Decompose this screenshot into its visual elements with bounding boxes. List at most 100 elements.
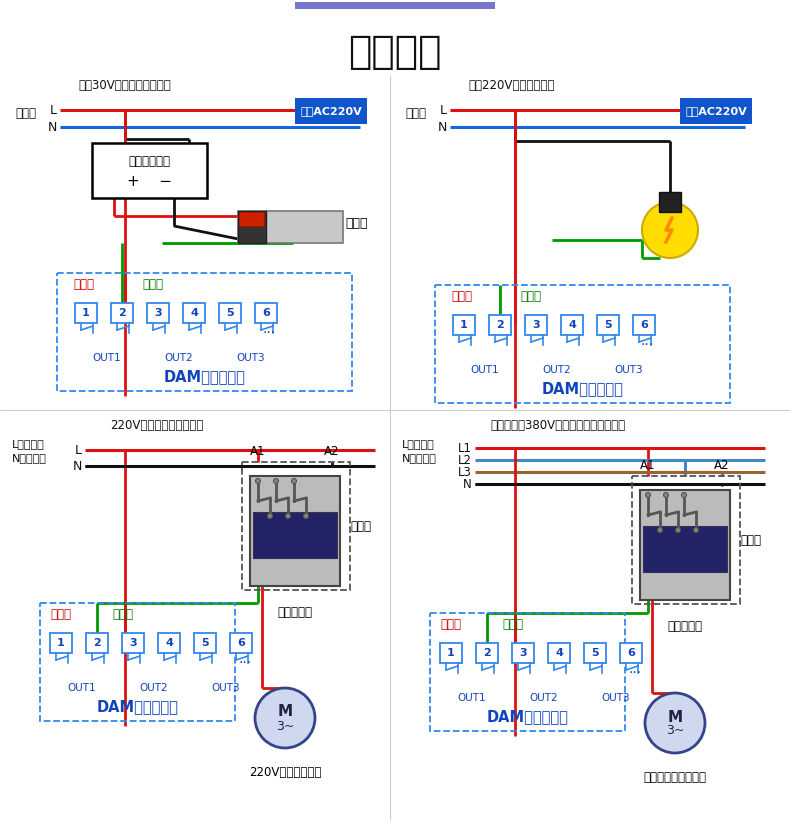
Bar	[253, 512, 337, 558]
Bar	[525, 315, 547, 335]
Bar	[40, 603, 235, 721]
Text: DAM数采控制器: DAM数采控制器	[164, 370, 246, 384]
Circle shape	[642, 202, 698, 258]
Text: OUT3: OUT3	[615, 365, 643, 375]
Bar	[242, 462, 350, 590]
Bar	[230, 633, 252, 653]
Text: 3: 3	[519, 648, 527, 658]
Text: 3~: 3~	[666, 724, 684, 737]
Text: OUT1: OUT1	[68, 683, 96, 693]
Text: L3: L3	[458, 466, 472, 478]
Bar	[219, 303, 241, 323]
Bar	[122, 633, 144, 653]
Text: 6: 6	[262, 308, 270, 318]
Text: 5: 5	[201, 638, 209, 648]
Text: 4: 4	[165, 638, 173, 648]
Text: OUT2: OUT2	[140, 683, 168, 693]
Bar	[659, 192, 681, 212]
Text: N代表零线: N代表零线	[402, 453, 437, 463]
Text: L: L	[440, 104, 447, 117]
Bar	[453, 315, 475, 335]
Text: 常开端: 常开端	[520, 290, 541, 303]
Text: 2: 2	[496, 320, 504, 330]
Text: 5: 5	[226, 308, 234, 318]
Text: OUT1: OUT1	[471, 365, 499, 375]
Text: DAM数采控制器: DAM数采控制器	[487, 709, 569, 724]
Text: 常开端: 常开端	[112, 607, 133, 621]
Text: M: M	[668, 709, 683, 724]
Bar	[584, 643, 606, 663]
Bar	[633, 315, 655, 335]
Bar	[561, 315, 583, 335]
Circle shape	[303, 514, 309, 518]
Text: L代表火线: L代表火线	[402, 439, 435, 449]
Text: 1: 1	[447, 648, 455, 658]
Text: M: M	[277, 704, 292, 719]
Text: 4: 4	[555, 648, 563, 658]
Text: A2: A2	[714, 459, 730, 472]
Text: 公共端: 公共端	[451, 290, 472, 303]
Bar	[489, 315, 511, 335]
Text: OUT3: OUT3	[212, 683, 240, 693]
Text: 带零线交流380V接电机、泵等设备接线: 带零线交流380V接电机、泵等设备接线	[490, 419, 625, 431]
Bar	[238, 211, 343, 243]
Text: 6: 6	[640, 320, 648, 330]
Text: L1: L1	[458, 441, 472, 454]
Text: 3: 3	[130, 638, 137, 648]
Bar	[597, 315, 619, 335]
Text: OUT2: OUT2	[529, 693, 559, 703]
Text: ···: ···	[238, 656, 251, 670]
Text: L: L	[50, 104, 57, 117]
Bar	[435, 285, 730, 403]
Text: ···: ···	[628, 666, 641, 680]
Circle shape	[255, 478, 261, 483]
Bar	[250, 476, 340, 586]
Bar	[632, 476, 740, 604]
Text: 公共端: 公共端	[73, 277, 94, 291]
Bar	[194, 633, 216, 653]
Text: 常开端: 常开端	[142, 277, 163, 291]
Text: 线圈AC220V: 线圈AC220V	[300, 106, 362, 116]
Text: 4: 4	[190, 308, 198, 318]
Bar	[640, 490, 730, 600]
Bar	[512, 643, 534, 663]
Text: OUT3: OUT3	[602, 693, 630, 703]
Bar	[643, 526, 727, 572]
Text: 1: 1	[460, 320, 468, 330]
Text: 5: 5	[591, 648, 599, 658]
Circle shape	[657, 528, 663, 532]
Text: A1: A1	[640, 459, 656, 472]
Circle shape	[285, 514, 291, 518]
Bar	[75, 303, 97, 323]
Circle shape	[273, 478, 279, 483]
Circle shape	[694, 528, 698, 532]
Text: 主触点: 主触点	[350, 519, 371, 532]
Bar	[86, 633, 108, 653]
Text: 5: 5	[604, 320, 611, 330]
Text: 3: 3	[532, 320, 540, 330]
Text: A1: A1	[250, 445, 265, 458]
Text: 2: 2	[93, 638, 101, 648]
Text: 公共端: 公共端	[50, 607, 71, 621]
Text: N: N	[463, 477, 472, 491]
Bar	[680, 98, 752, 124]
Text: 电机、泵等大型设备: 电机、泵等大型设备	[644, 771, 706, 784]
Text: 4: 4	[568, 320, 576, 330]
Text: 交流接触器: 交流接触器	[277, 606, 313, 619]
Text: 220V接交流接触器接线图: 220V接交流接触器接线图	[110, 419, 203, 431]
Text: L: L	[75, 444, 82, 457]
Bar	[50, 633, 72, 653]
Circle shape	[255, 688, 315, 748]
Circle shape	[645, 492, 650, 497]
Bar	[255, 303, 277, 323]
Text: OUT1: OUT1	[457, 693, 487, 703]
Text: 电源端: 电源端	[15, 106, 36, 119]
Bar	[158, 633, 180, 653]
Bar	[620, 643, 642, 663]
Text: 电源端: 电源端	[405, 106, 426, 119]
Text: OUT1: OUT1	[92, 353, 122, 363]
Text: 被控设备电源: 被控设备电源	[129, 155, 171, 168]
Text: 2: 2	[118, 308, 126, 318]
Text: 6: 6	[627, 648, 635, 658]
Text: 线圈AC220V: 线圈AC220V	[685, 106, 747, 116]
